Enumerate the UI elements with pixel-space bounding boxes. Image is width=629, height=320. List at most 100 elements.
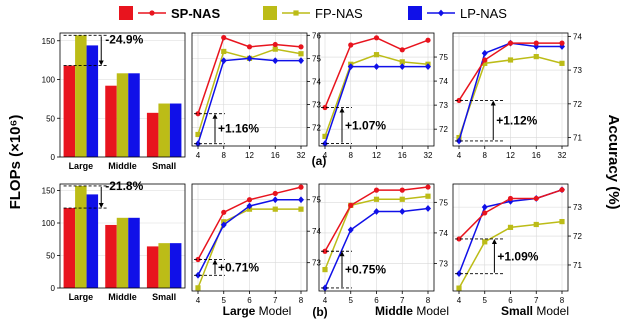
data-point-sp-nas — [298, 184, 304, 190]
bar-sp-nas-middle — [105, 85, 117, 157]
y-tick-label: 50 — [46, 252, 55, 261]
annotation-arrowhead — [339, 251, 345, 257]
x-tick-label: 4 — [323, 296, 328, 305]
data-point-fp-nas — [322, 267, 328, 273]
bar-sp-nas-middle — [105, 224, 117, 288]
x-tick-label: 32 — [297, 151, 306, 160]
plot-frame — [191, 183, 308, 292]
legend-marker — [438, 9, 444, 17]
x-tick-label: 4 — [457, 296, 462, 305]
series-sp-nas — [456, 187, 565, 242]
data-point-fp-nas — [456, 285, 462, 291]
bar-fp-nas-middle — [116, 217, 129, 288]
plot-frame — [59, 183, 186, 289]
data-point-lp-nas — [347, 226, 354, 234]
x-tick-label: 5 — [222, 296, 227, 305]
x-tick-label: 7 — [273, 296, 278, 305]
data-point-sp-nas — [507, 195, 514, 202]
x-tick-label: 4 — [196, 296, 201, 305]
series-fp-nas — [456, 218, 565, 291]
data-point-lp-nas — [220, 57, 227, 65]
data-point-fp-nas — [272, 206, 278, 212]
y-tick-label: 74 — [573, 32, 582, 41]
data-point-lp-nas — [322, 284, 328, 292]
data-point-lp-nas — [246, 54, 253, 62]
y-tick-label: 73 — [312, 100, 321, 109]
y-tick-label: 100 — [42, 219, 56, 228]
data-point-lp-nas — [399, 63, 406, 71]
x-tick-label: 6 — [374, 296, 379, 305]
legend-label: FP-NAS — [315, 6, 363, 21]
y-tick-label: 73 — [439, 259, 448, 268]
y-tick-label: 75 — [439, 198, 448, 207]
data-point-fp-nas — [399, 59, 405, 65]
data-point-sp-nas — [348, 202, 354, 208]
xlabel-large-model: Large Model — [223, 304, 292, 318]
data-point-sp-nas — [272, 190, 278, 197]
xlabel-small-model: Small Model — [501, 304, 569, 318]
panel-b-bar: 0 50 100 150 Large Middle Small -21.8% — [42, 179, 186, 302]
panel-b-small: 71 72 73 4 5 6 7 8 +1.09% — [452, 183, 582, 305]
annotation-arrowhead — [98, 203, 104, 209]
bar-lp-nas-middle — [128, 217, 140, 288]
legend-item-lp-nas: LP-NAS — [408, 6, 507, 21]
xlabel-large-rest: Model — [255, 304, 291, 318]
x-tick-label: 4 — [323, 151, 328, 160]
annotation-arrowhead — [491, 238, 497, 244]
data-point-lp-nas — [399, 208, 406, 215]
legend-swatch — [408, 6, 422, 20]
data-point-lp-nas — [246, 202, 253, 210]
bar-fp-nas-middle — [116, 73, 129, 157]
x-tick-label: Middle — [108, 161, 137, 171]
data-point-sp-nas — [456, 97, 462, 104]
x-tick-label: 5 — [483, 296, 488, 305]
bar-fp-nas-large — [75, 35, 87, 158]
data-point-fp-nas — [559, 218, 565, 225]
data-point-fp-nas — [533, 221, 539, 228]
panel-a-large: 72 73 74 75 76 4 8 12 16 32 +1.16% — [191, 31, 321, 160]
data-point-fp-nas — [221, 48, 227, 55]
data-point-sp-nas — [559, 40, 565, 46]
data-point-fp-nas — [298, 206, 304, 212]
annotation-improvement: +1.07% — [321, 107, 386, 145]
y-tick-label: 75 — [439, 53, 448, 62]
panel-a-bar: 0 50 100 150 Large Middle Small -24.9% — [42, 32, 186, 171]
y-tick-label: 74 — [439, 229, 448, 238]
legend-item-fp-nas: FP-NAS — [263, 6, 363, 21]
data-point-sp-nas — [373, 35, 380, 41]
data-point-fp-nas — [507, 224, 514, 230]
xlabel-small-bold: Small — [501, 304, 533, 318]
annotation-reduction: -21.8% — [63, 179, 144, 209]
y-tick-label: 0 — [51, 153, 56, 162]
series-lp-nas — [195, 54, 304, 148]
data-point-fp-nas — [373, 196, 380, 202]
x-tick-label: 32 — [558, 151, 567, 160]
legend-swatch — [119, 6, 133, 20]
y-tick-label: 50 — [46, 114, 55, 123]
data-point-fp-nas — [425, 193, 431, 199]
x-tick-label: 16 — [271, 151, 280, 160]
data-point-lp-nas — [456, 137, 462, 145]
y-tick-label: 71 — [573, 261, 582, 270]
data-point-lp-nas — [347, 63, 354, 71]
data-point-sp-nas — [195, 256, 201, 263]
series-lp-nas — [322, 63, 431, 147]
data-point-sp-nas — [425, 184, 431, 190]
y-tick-label: 75 — [312, 196, 321, 205]
y-tick-label: 72 — [573, 232, 582, 241]
legend-label: LP-NAS — [460, 6, 507, 21]
plot-frame — [452, 32, 569, 147]
x-tick-label: 8 — [483, 151, 488, 160]
y-tick-label: 71 — [573, 134, 582, 143]
data-point-sp-nas — [399, 47, 405, 53]
xlabel-middle-model: Middle Model — [375, 304, 449, 318]
annotation-label: -24.9% — [105, 32, 143, 46]
xlabel-middle-bold: Middle — [375, 304, 413, 318]
data-point-lp-nas — [322, 140, 328, 147]
data-point-sp-nas — [425, 37, 431, 43]
bar-lp-nas-small — [169, 103, 182, 157]
data-point-fp-nas — [559, 60, 565, 66]
plot-frame — [59, 32, 186, 158]
data-point-sp-nas — [399, 187, 405, 193]
data-point-sp-nas — [373, 187, 380, 193]
